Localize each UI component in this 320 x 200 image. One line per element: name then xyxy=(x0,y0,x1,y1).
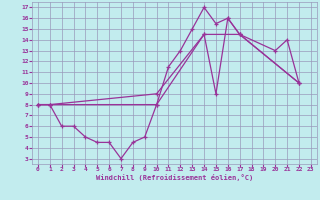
X-axis label: Windchill (Refroidissement éolien,°C): Windchill (Refroidissement éolien,°C) xyxy=(96,174,253,181)
